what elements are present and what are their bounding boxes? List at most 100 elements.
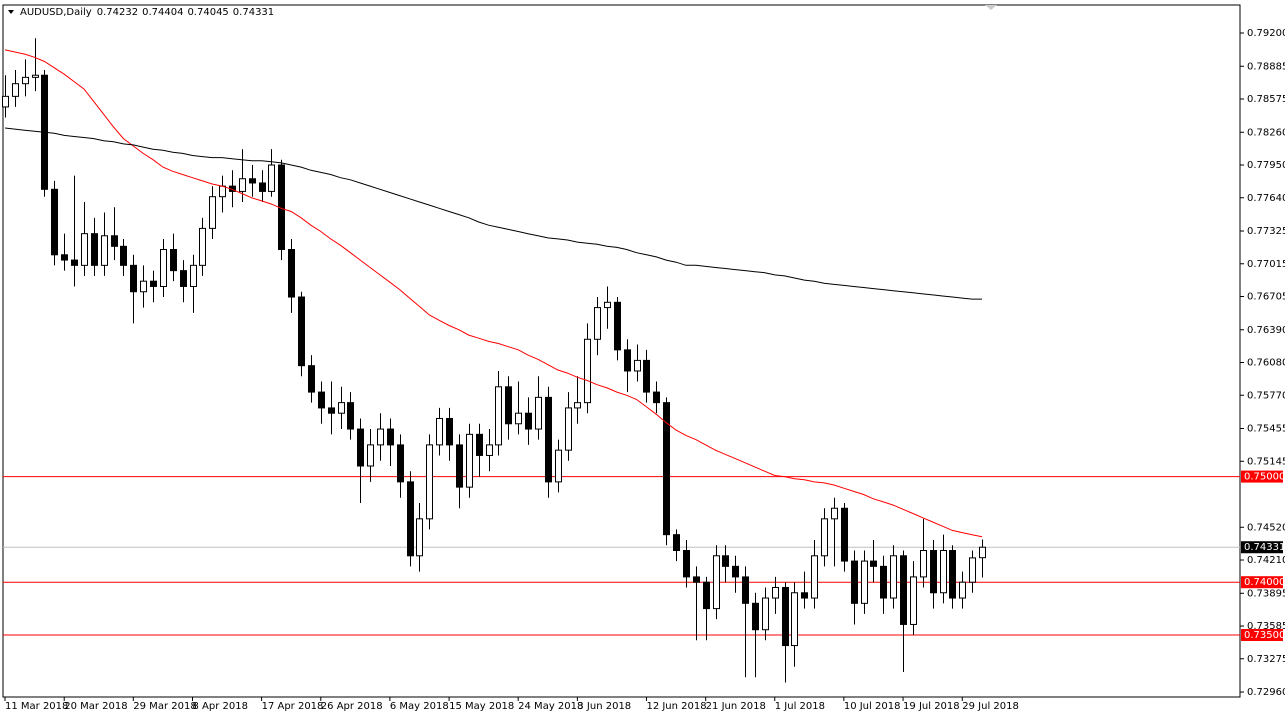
candle-body (535, 396, 542, 430)
candle-body (416, 518, 423, 557)
y-tick-label: 0.76080 (1247, 358, 1285, 369)
y-tick-label: 0.77640 (1247, 193, 1285, 204)
candle-body (407, 481, 414, 557)
y-tick-label: 0.78575 (1247, 94, 1285, 105)
candle-body (732, 565, 739, 578)
candle-body (338, 402, 345, 414)
x-tick-label: 10 Jul 2018 (844, 701, 901, 712)
x-tick-label: 8 Apr 2018 (193, 701, 248, 712)
candle-body (861, 560, 868, 604)
candle-body (318, 391, 325, 409)
y-tick-label: 0.76705 (1247, 292, 1285, 303)
y-tick-label: 0.73895 (1247, 588, 1285, 599)
last-price-label: 0.74331 (1244, 542, 1285, 553)
hline-label: 0.75000 (1244, 472, 1285, 483)
candle-body (880, 565, 887, 599)
candle-body (772, 586, 779, 599)
x-tick-label: 12 Jun 2018 (646, 701, 706, 712)
candle-body (900, 555, 907, 625)
candle-body (643, 359, 650, 393)
candle-body (22, 76, 29, 85)
candle-body (693, 576, 700, 583)
x-tick-label: 24 May 2018 (518, 701, 583, 712)
candle-body (495, 386, 502, 446)
candle-body (199, 227, 206, 266)
candle-body (32, 74, 39, 78)
y-tick-label: 0.75770 (1247, 390, 1285, 401)
low: 0.74045 (187, 7, 228, 18)
moving-average (4, 49, 983, 538)
candle-body (870, 560, 877, 567)
candle-body (969, 557, 976, 583)
candle-body (377, 428, 384, 446)
candle-body (782, 586, 789, 647)
candle-body (2, 95, 9, 108)
candle-body (555, 449, 562, 483)
x-tick-label: 20 Mar 2018 (64, 701, 127, 712)
candle-body (111, 235, 118, 247)
y-tick-label: 0.73585 (1247, 621, 1285, 632)
candle-body (288, 249, 295, 298)
menu-triangle (8, 10, 14, 14)
y-tick-label: 0.74210 (1247, 555, 1285, 566)
candle-body (219, 185, 226, 198)
candle-body (910, 576, 917, 625)
candle-body (357, 428, 364, 467)
candle-body (387, 428, 394, 446)
x-tick-label: 1 Jul 2018 (775, 701, 825, 712)
candle-body (486, 444, 493, 456)
candle-body (624, 349, 631, 372)
candle-body (801, 592, 808, 599)
candle-body (209, 196, 216, 229)
y-tick-label: 0.78260 (1247, 127, 1285, 138)
candle-body (426, 444, 433, 520)
candle-body (505, 386, 512, 425)
y-tick-label: 0.78885 (1247, 61, 1285, 72)
x-tick-label: 21 Jun 2018 (706, 701, 766, 712)
candle-body (120, 245, 127, 266)
candle-body (515, 412, 522, 425)
candle-body (180, 270, 187, 287)
candle-body (703, 581, 710, 610)
x-tick-label: 6 May 2018 (390, 701, 449, 712)
candle-body (347, 402, 354, 430)
candle-body (930, 550, 937, 594)
hline-label: 0.73500 (1244, 630, 1285, 641)
plot-frame (2, 4, 1241, 698)
open: 0.74232 (97, 7, 138, 18)
hline-label-box (1241, 576, 1283, 589)
candle-body (367, 444, 374, 467)
y-tick-label: 0.76390 (1247, 325, 1285, 336)
candle-body (466, 433, 473, 488)
candle-body (604, 301, 611, 309)
candle-body (722, 555, 729, 567)
candle-body (61, 254, 68, 261)
x-tick-label: 29 Mar 2018 (133, 701, 196, 712)
candle-body (268, 164, 275, 192)
candle-body (565, 407, 572, 451)
y-tick-label: 0.75455 (1247, 424, 1285, 435)
x-tick-label: 11 Mar 2018 (5, 701, 68, 712)
candle-body (328, 407, 335, 414)
candle-body (71, 259, 78, 266)
symbol: AUDUSD,Daily (20, 7, 92, 18)
candle-body (713, 555, 720, 610)
candle-body (811, 555, 818, 599)
candle-body (160, 249, 167, 287)
y-tick-label: 0.72960 (1247, 687, 1285, 698)
y-tick-label: 0.77015 (1247, 259, 1285, 270)
candle-body (446, 417, 453, 446)
candle-body (436, 417, 443, 446)
candle-body (791, 592, 798, 647)
candle-body (821, 518, 828, 557)
candle-body (841, 507, 848, 562)
candle-body (949, 550, 956, 599)
x-tick-label: 26 Apr 2018 (321, 701, 383, 712)
candle-body (298, 296, 305, 367)
candle-body (81, 233, 88, 266)
candle-body (663, 402, 670, 536)
last-price-box (1241, 541, 1283, 554)
candle-body (752, 602, 759, 631)
close: 0.74331 (233, 7, 274, 18)
